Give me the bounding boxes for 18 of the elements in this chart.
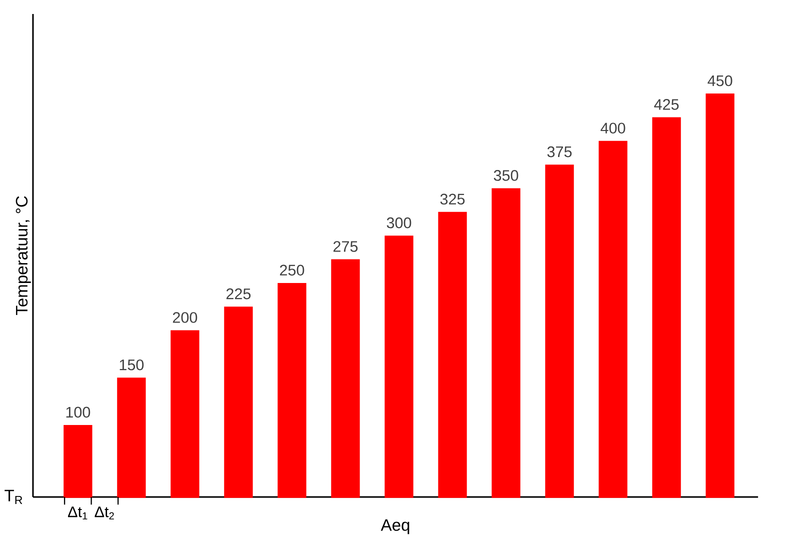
data-label: 150 bbox=[120, 359, 144, 370]
data-label: 100 bbox=[66, 406, 90, 418]
data-label: 300 bbox=[386, 217, 412, 228]
data-label: 250 bbox=[280, 264, 304, 276]
data-label: 275 bbox=[333, 240, 358, 252]
data-label: 425 bbox=[654, 98, 679, 110]
y-axis-title: Temperatuur, °C bbox=[16, 196, 31, 315]
data-label: 375 bbox=[547, 146, 572, 158]
x-axis-title: Aeq bbox=[380, 519, 410, 534]
text: Δt$_{1}$ bbox=[68, 506, 88, 520]
data-label: 350 bbox=[494, 170, 518, 181]
text: T$_{R}$ bbox=[4, 490, 22, 504]
data-label: 450 bbox=[708, 75, 732, 86]
data-label: 225 bbox=[226, 288, 251, 300]
data-label: 200 bbox=[172, 312, 198, 323]
data-label: 400 bbox=[600, 122, 626, 134]
text: Δt$_{2}$ bbox=[94, 506, 114, 520]
data-label: 325 bbox=[440, 194, 465, 204]
